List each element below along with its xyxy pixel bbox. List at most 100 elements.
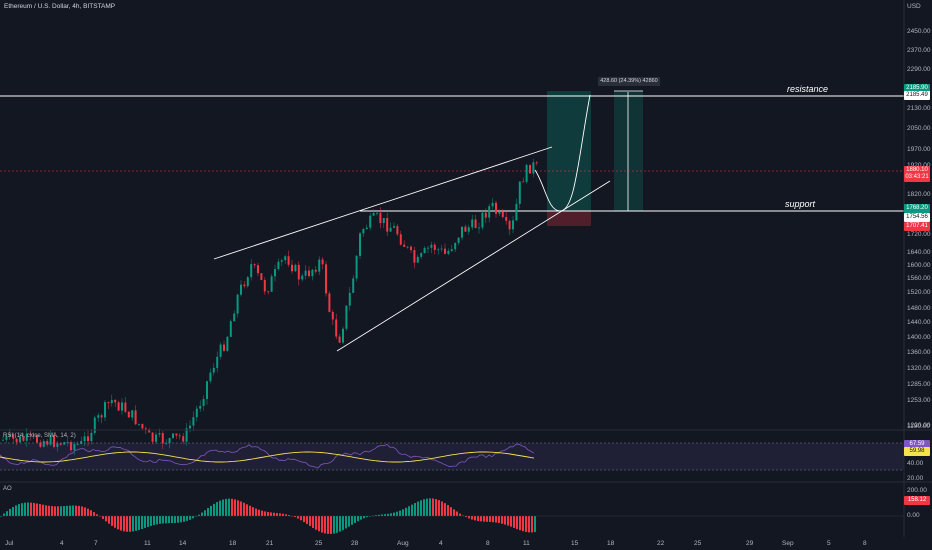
ao-bar xyxy=(228,498,230,516)
ao-title: AO xyxy=(3,486,12,492)
candle-body xyxy=(32,434,35,436)
time-axis-label: 15 xyxy=(571,540,579,547)
candle-body xyxy=(311,269,314,277)
candle-body xyxy=(433,244,436,250)
ao-bar xyxy=(378,514,380,516)
price-axis-label: 1253.00 xyxy=(907,397,931,404)
price-range-measure-zone[interactable] xyxy=(614,91,643,211)
ao-bar xyxy=(114,516,116,528)
candle-body xyxy=(223,344,225,351)
ao-bar xyxy=(498,516,500,524)
candle-body xyxy=(63,442,66,445)
candle-body xyxy=(195,408,198,418)
candle-body xyxy=(97,415,100,418)
price-axis-label: 2370.00 xyxy=(907,47,931,54)
ao-bar xyxy=(450,507,452,516)
candle-body xyxy=(182,436,185,442)
ao-bar xyxy=(519,516,521,531)
candle-body xyxy=(226,336,229,351)
price-tag: 1707.41 xyxy=(904,222,930,231)
ao-bar xyxy=(0,516,2,517)
ao-bar xyxy=(411,504,413,516)
ao-bar xyxy=(252,507,254,516)
ao-bar xyxy=(387,513,389,516)
price-axis-label: 2130.00 xyxy=(907,105,931,112)
candle-body xyxy=(270,276,273,292)
candle-body xyxy=(175,433,178,436)
candle-body xyxy=(488,206,491,218)
ao-bar xyxy=(264,511,266,516)
ao-bar xyxy=(438,500,440,516)
ao-bar xyxy=(120,516,122,531)
rsi-line xyxy=(0,443,535,469)
candle-body xyxy=(474,219,477,228)
ao-bar xyxy=(63,506,65,516)
candle-body xyxy=(206,381,208,400)
ao-bar xyxy=(30,502,32,516)
wedge-upper-trendline[interactable] xyxy=(213,146,553,260)
candle-body xyxy=(440,248,443,250)
currency-label: USD xyxy=(907,3,921,10)
ao-bar xyxy=(135,516,137,531)
price-axis-label: 1640.00 xyxy=(907,249,931,256)
price-axis-label: 1720.00 xyxy=(907,231,931,238)
ao-bar xyxy=(300,516,302,521)
wedge-lower-trendline[interactable] xyxy=(336,180,611,352)
long-position-loss-zone[interactable] xyxy=(547,211,591,226)
projection-curve[interactable] xyxy=(534,94,591,212)
ao-bar xyxy=(441,501,443,516)
ao-bar xyxy=(117,516,119,530)
ao-bar xyxy=(294,516,296,518)
candle-body xyxy=(297,264,300,280)
candle-body xyxy=(348,292,351,306)
candle-body xyxy=(178,435,181,437)
candle-body xyxy=(464,226,467,232)
candle-body xyxy=(331,311,334,320)
ao-bar xyxy=(513,516,515,528)
long-position-profit-zone[interactable] xyxy=(547,91,591,211)
price-axis-label: 1600.00 xyxy=(907,262,931,269)
price-tag: 1768.20 xyxy=(904,204,930,213)
ao-bar xyxy=(363,516,365,519)
ao-axis-label: 200.00 xyxy=(907,487,927,494)
candle-body xyxy=(416,256,419,263)
ao-bar xyxy=(375,515,377,516)
candle-body xyxy=(124,402,127,412)
ao-bar xyxy=(231,498,233,516)
candle-body xyxy=(403,244,406,247)
ao-bar xyxy=(138,516,140,530)
rsi-ma-line xyxy=(0,451,535,463)
ao-bar xyxy=(405,507,407,516)
candle-body xyxy=(155,434,157,442)
candle-body xyxy=(535,162,538,164)
ao-bar xyxy=(426,498,428,516)
candle-body xyxy=(165,443,168,444)
ao-bar xyxy=(132,516,134,532)
candle-body xyxy=(172,433,174,439)
candle-body xyxy=(365,227,368,230)
ao-bar xyxy=(366,516,368,518)
candle-body xyxy=(396,226,399,235)
candle-body xyxy=(59,443,62,445)
time-axis-label: 11 xyxy=(523,540,530,547)
ao-bar xyxy=(171,516,173,524)
candle-body xyxy=(100,415,103,418)
ao-bar xyxy=(354,516,356,523)
ao-axis-label: 0.00 xyxy=(907,512,920,519)
ao-bar xyxy=(321,516,323,533)
ao-bar xyxy=(504,516,506,525)
candle-body xyxy=(8,434,11,437)
candle-body xyxy=(512,220,514,230)
candle-body xyxy=(454,242,457,250)
candle-body xyxy=(413,250,416,263)
candle-body xyxy=(277,261,280,270)
candle-body xyxy=(253,264,256,266)
ao-bar xyxy=(168,516,170,524)
price-axis-label: 2050.00 xyxy=(907,125,931,132)
ao-bar xyxy=(24,502,26,516)
ao-bar xyxy=(261,510,263,516)
candle-body xyxy=(189,425,191,429)
ao-bar xyxy=(90,510,92,516)
